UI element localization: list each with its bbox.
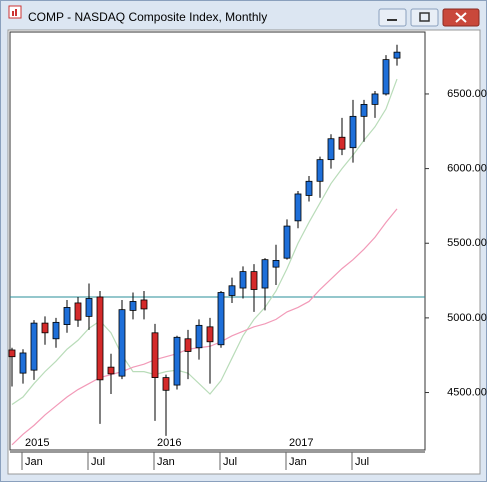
candle-body	[173, 336, 181, 386]
candle-body	[283, 225, 291, 259]
candle-body	[151, 332, 159, 378]
x-tick-label: Jul	[91, 456, 105, 468]
candle-body	[63, 307, 71, 325]
candle-body	[382, 59, 390, 95]
candle-body	[393, 51, 401, 59]
candle-body	[96, 296, 104, 381]
candle-body	[228, 285, 236, 296]
candle-body	[107, 366, 115, 375]
icon-bar	[15, 9, 17, 16]
candle-body	[30, 322, 38, 371]
x-tick-label: Jan	[25, 456, 43, 468]
candle-body	[338, 136, 346, 150]
x-tick-label: Jul	[223, 456, 237, 468]
candle-body	[129, 301, 137, 311]
candle-body	[52, 321, 60, 340]
y-tick-label: 5000.00	[447, 312, 487, 324]
candle-body	[74, 302, 82, 321]
year-label: 2015	[25, 437, 49, 449]
candle-body	[8, 349, 16, 358]
candle-body	[195, 324, 203, 349]
y-tick-label: 4500.00	[447, 386, 487, 398]
candle-body	[272, 260, 280, 268]
candle-body	[140, 299, 148, 310]
candle-body	[85, 298, 93, 317]
candle-body	[217, 292, 225, 346]
y-tick-label: 6000.00	[447, 163, 487, 175]
y-tick-label: 6500.00	[447, 88, 487, 100]
candle-body	[327, 138, 335, 161]
window-title: COMP - NASDAQ Composite Index, Monthly	[28, 10, 267, 24]
close-icon	[455, 12, 467, 23]
candle-body	[349, 115, 357, 149]
plot-area	[9, 31, 426, 451]
x-tick-label: Jul	[355, 456, 369, 468]
candle-body	[206, 326, 214, 343]
x-tick-label: Jan	[157, 456, 175, 468]
candle-body	[162, 377, 170, 391]
candle-body	[305, 180, 313, 196]
candle-body	[250, 271, 258, 290]
year-label: 2016	[157, 437, 181, 449]
candle-body	[360, 104, 368, 117]
candle-body	[239, 271, 247, 289]
candle-body	[118, 309, 126, 377]
candle-body	[184, 338, 192, 352]
candle-body	[19, 352, 27, 374]
candle-body	[41, 322, 49, 334]
maximize-icon	[419, 12, 430, 22]
candle-body	[371, 93, 379, 105]
candle-body	[316, 159, 324, 182]
average-line	[11, 78, 398, 405]
x-tick-label: Jan	[289, 456, 307, 468]
minimize-button[interactable]	[378, 8, 407, 27]
y-tick-label: 5500.00	[447, 237, 487, 249]
candle-body	[294, 193, 302, 222]
average-line	[11, 208, 398, 446]
icon-bar	[12, 11, 14, 16]
minimize-icon	[387, 19, 397, 21]
candle-body	[261, 259, 269, 289]
year-label: 2017	[289, 437, 313, 449]
maximize-button[interactable]	[410, 8, 439, 27]
